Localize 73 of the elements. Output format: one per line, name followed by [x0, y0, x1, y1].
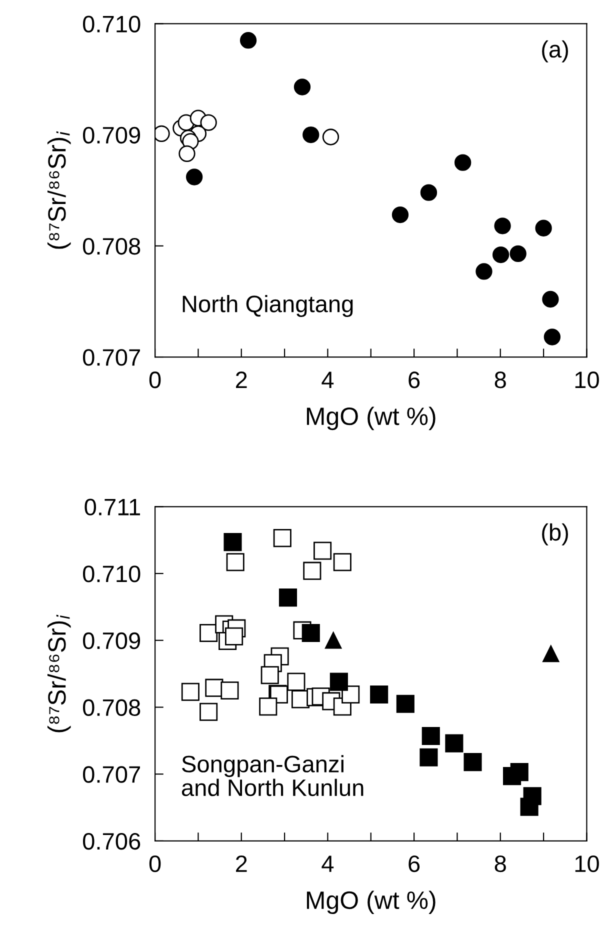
point — [322, 128, 340, 146]
point — [392, 206, 409, 224]
point — [396, 694, 414, 713]
point — [445, 734, 464, 752]
x-tick-label: 2 — [236, 372, 247, 388]
point — [476, 263, 492, 280]
point — [186, 168, 203, 186]
x-tick-label: 6 — [408, 372, 420, 388]
point — [302, 624, 320, 642]
y-tick-label: 0.710 — [82, 16, 140, 32]
point — [510, 245, 526, 262]
x-tick-label: 10 — [575, 855, 599, 872]
y-tick-label: 0.707 — [82, 766, 140, 783]
point — [510, 763, 528, 782]
point — [226, 553, 244, 572]
x-tick-label: 8 — [494, 855, 506, 872]
point — [302, 126, 320, 144]
point — [324, 632, 342, 649]
y-axis-title: (⁸⁷Sr/⁸⁶Sr)$_{i}$ — [47, 131, 71, 249]
annotation: (a) — [542, 40, 568, 62]
point — [303, 562, 322, 580]
point — [422, 726, 440, 745]
y-tick-label: 0.708 — [82, 699, 140, 716]
y-tick-label: 0.709 — [82, 126, 140, 144]
point — [520, 798, 538, 816]
annotation: Songpan-Ganzi and North Kunlun — [182, 755, 364, 796]
point — [181, 682, 200, 701]
point — [220, 681, 239, 700]
point — [464, 753, 482, 772]
point — [224, 533, 242, 552]
x-tick-label: 0 — [149, 855, 161, 872]
point — [454, 154, 472, 171]
x-axis-title: MgO (wt %) — [306, 890, 436, 914]
annotation: North Qiangtang — [182, 295, 353, 318]
point — [200, 702, 218, 721]
point — [259, 698, 278, 716]
point — [420, 184, 438, 201]
point — [330, 672, 348, 691]
point — [273, 529, 292, 548]
x-tick-label: 4 — [322, 372, 334, 388]
point — [333, 553, 352, 572]
x-tick-label: 2 — [236, 855, 247, 872]
point — [492, 246, 510, 264]
y-tick-label: 0.711 — [84, 498, 140, 516]
x-tick-label: 10 — [575, 372, 599, 388]
annotation: (b) — [542, 523, 568, 546]
point — [225, 627, 244, 646]
point — [278, 588, 298, 607]
y-axis-title: (⁸⁷Sr/⁸⁶Sr)$_{i}$ — [47, 614, 71, 732]
point — [420, 748, 438, 766]
x-tick-label: 6 — [408, 855, 420, 872]
point — [542, 290, 559, 308]
y-tick-label: 0.708 — [82, 238, 140, 255]
y-tick-label: 0.710 — [82, 566, 140, 582]
point — [494, 218, 511, 234]
point — [260, 666, 279, 684]
point — [542, 645, 560, 662]
point — [370, 685, 388, 704]
x-tick-label: 0 — [149, 372, 161, 388]
point — [200, 114, 217, 131]
y-tick-label: 0.709 — [82, 632, 140, 650]
point — [314, 542, 332, 560]
point — [544, 328, 561, 346]
point — [178, 145, 196, 162]
y-tick-label: 0.707 — [82, 349, 140, 366]
x-tick-label: 4 — [322, 856, 334, 872]
point — [240, 32, 257, 49]
x-axis-title: MgO (wt %) — [306, 406, 436, 430]
x-tick-label: 8 — [494, 372, 506, 388]
point — [535, 220, 552, 236]
point — [294, 78, 311, 96]
point — [287, 672, 306, 691]
y-tick-label: 0.706 — [82, 833, 140, 850]
